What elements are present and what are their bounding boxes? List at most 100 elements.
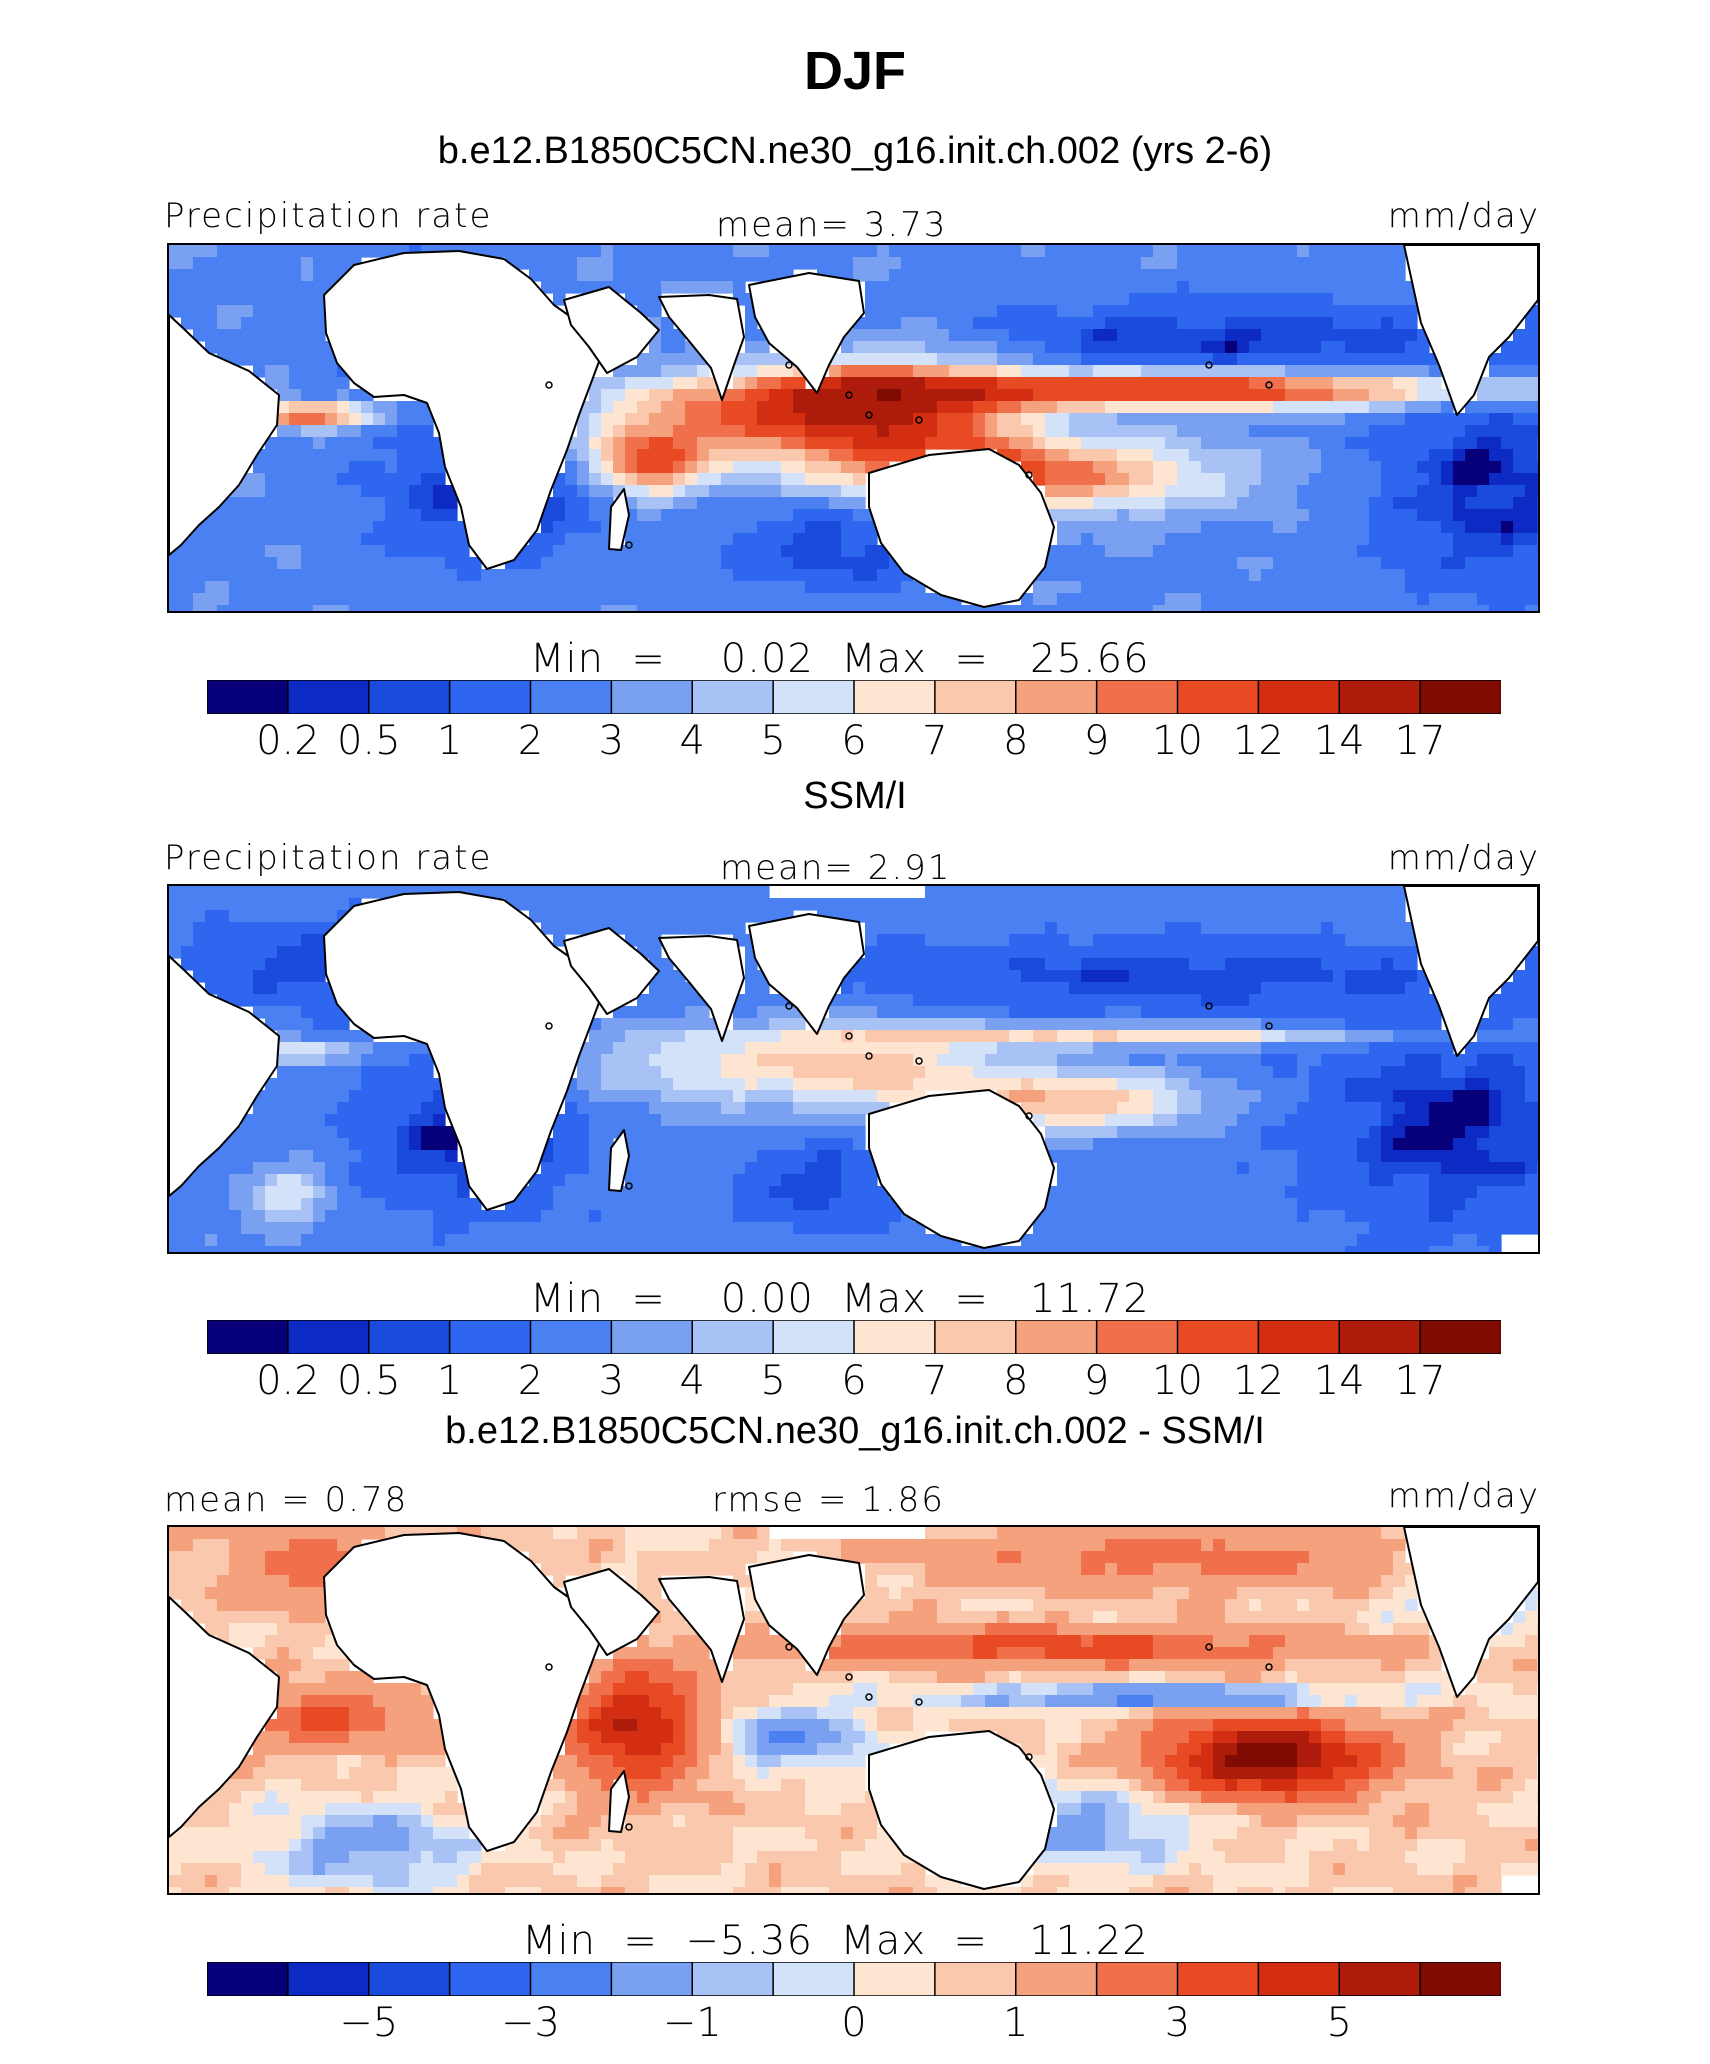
coastline	[323, 250, 610, 570]
island	[1205, 1002, 1213, 1010]
island	[785, 1002, 793, 1010]
coastline	[169, 1596, 280, 1838]
island	[545, 1663, 553, 1671]
colorbar-tick-label: 12	[1232, 718, 1284, 764]
island	[915, 1057, 923, 1065]
island	[865, 411, 873, 419]
island	[1025, 1112, 1033, 1120]
coastline	[169, 314, 280, 556]
colorbar-tick-label: 1	[436, 1358, 463, 1404]
colorbar-tick-label: 0.5	[336, 718, 401, 764]
island	[625, 541, 633, 549]
colorbar-swatch	[1257, 1320, 1341, 1354]
colorbar-tick-label: 0.2	[256, 718, 320, 764]
colorbar-tick-label: 5	[760, 718, 786, 764]
island	[625, 1182, 633, 1190]
island	[845, 391, 853, 399]
coastline	[748, 1554, 865, 1676]
colorbar-swatch	[772, 1962, 856, 1996]
colorbar-swatch	[610, 1962, 694, 1996]
colorbar-swatch	[529, 680, 613, 714]
colorbar-tick-label: 9	[1083, 1358, 1110, 1404]
colorbar-tick-label: 9	[1083, 718, 1110, 764]
panel-2-units-label: mm/day	[1387, 838, 1540, 878]
coastline	[608, 488, 630, 551]
colorbar-swatch	[1095, 1320, 1179, 1354]
panel-3-colorbar	[207, 1962, 1501, 1996]
coastline	[1403, 245, 1538, 416]
colorbar-tick-label: 5	[1326, 2000, 1352, 2046]
colorbar-tick-label: 2	[517, 718, 544, 764]
colorbar-tick-label: 12	[1232, 1358, 1284, 1404]
island	[545, 381, 553, 389]
colorbar-tick-label: 1	[1003, 2000, 1029, 2046]
coastline	[323, 891, 610, 1211]
colorbar-swatch	[1338, 1320, 1422, 1354]
colorbar-tick-label: 6	[841, 718, 867, 764]
coastline	[868, 448, 1055, 608]
colorbar-swatch	[1015, 1320, 1098, 1354]
colorbar-swatch	[610, 680, 694, 714]
colorbar-tick-label: 10	[1152, 1358, 1203, 1404]
colorbar-tick-label: 17	[1394, 1358, 1446, 1404]
colorbar-tick-label: 0.5	[336, 1358, 401, 1404]
panel-1-left-label: Precipitation rate	[164, 196, 493, 236]
panel-3-min-max: Min = −5.36 Max = 11.22	[522, 1918, 1149, 1964]
panel-3-map	[167, 1525, 1540, 1895]
panel-1-colorbar	[207, 680, 1501, 714]
coastline	[608, 1129, 630, 1192]
colorbar-swatch	[368, 1320, 451, 1354]
island	[785, 1643, 793, 1651]
colorbar-swatch	[1015, 680, 1098, 714]
colorbar-swatch	[1257, 1962, 1341, 1996]
colorbar-swatch	[207, 1962, 290, 1996]
panel-2-left-label: Precipitation rate	[164, 838, 493, 878]
coastline	[563, 1568, 660, 1656]
colorbar-swatch	[853, 1962, 937, 1996]
colorbar-tick-label: 3	[598, 1358, 625, 1404]
coastline	[868, 1730, 1055, 1890]
panel-3-colorbar-ticks: −5 −3 −1 0 1 3 5	[207, 2000, 1501, 2048]
island	[785, 361, 793, 369]
colorbar-tick-label: 7	[922, 718, 948, 764]
colorbar-swatch	[207, 680, 290, 714]
coastline	[169, 955, 280, 1197]
colorbar-swatch	[610, 1320, 694, 1354]
colorbar-swatch	[1015, 1962, 1098, 1996]
colorbar-tick-label: −1	[662, 2000, 722, 2046]
colorbar-swatch	[448, 1962, 532, 1996]
panel-1-subtitle: b.e12.B1850C5CN.ne30_g16.init.ch.002 (yr…	[437, 130, 1273, 172]
colorbar-swatch	[529, 1962, 613, 1996]
panel-1-units-label: mm/day	[1387, 196, 1540, 236]
coastline	[1403, 1527, 1538, 1698]
panel-3-mean-label: mean = 0.78	[164, 1480, 409, 1520]
panel-1-map	[167, 243, 1540, 613]
figure-title: DJF	[803, 41, 906, 101]
coastline	[563, 927, 660, 1015]
island	[1205, 361, 1213, 369]
coastline	[563, 286, 660, 374]
colorbar-swatch	[1419, 1962, 1501, 1996]
colorbar-tick-label: 17	[1394, 718, 1446, 764]
colorbar-swatch	[287, 1320, 371, 1354]
colorbar-tick-label: 3	[1164, 2000, 1191, 2046]
island	[1205, 1643, 1213, 1651]
colorbar-tick-label: 8	[1003, 718, 1029, 764]
colorbar-swatch	[1176, 680, 1260, 714]
colorbar-tick-label: 14	[1313, 718, 1365, 764]
coastline	[748, 272, 865, 394]
colorbar-tick-label: 4	[679, 1358, 705, 1404]
island	[1025, 471, 1033, 479]
panel-3-subtitle: b.e12.B1850C5CN.ne30_g16.init.ch.002 - S…	[445, 1410, 1265, 1452]
colorbar-swatch	[772, 680, 856, 714]
colorbar-tick-label: 8	[1003, 1358, 1029, 1404]
colorbar-tick-label: 10	[1152, 718, 1203, 764]
coastline	[1403, 886, 1538, 1057]
field-cells	[169, 1527, 1538, 1893]
colorbar-tick-label: −3	[501, 2000, 560, 2046]
colorbar-swatch	[934, 1962, 1018, 1996]
coastline	[658, 294, 745, 401]
colorbar-tick-label: −5	[339, 2000, 399, 2046]
panel-2-map	[167, 884, 1540, 1254]
colorbar-swatch	[1176, 1320, 1260, 1354]
